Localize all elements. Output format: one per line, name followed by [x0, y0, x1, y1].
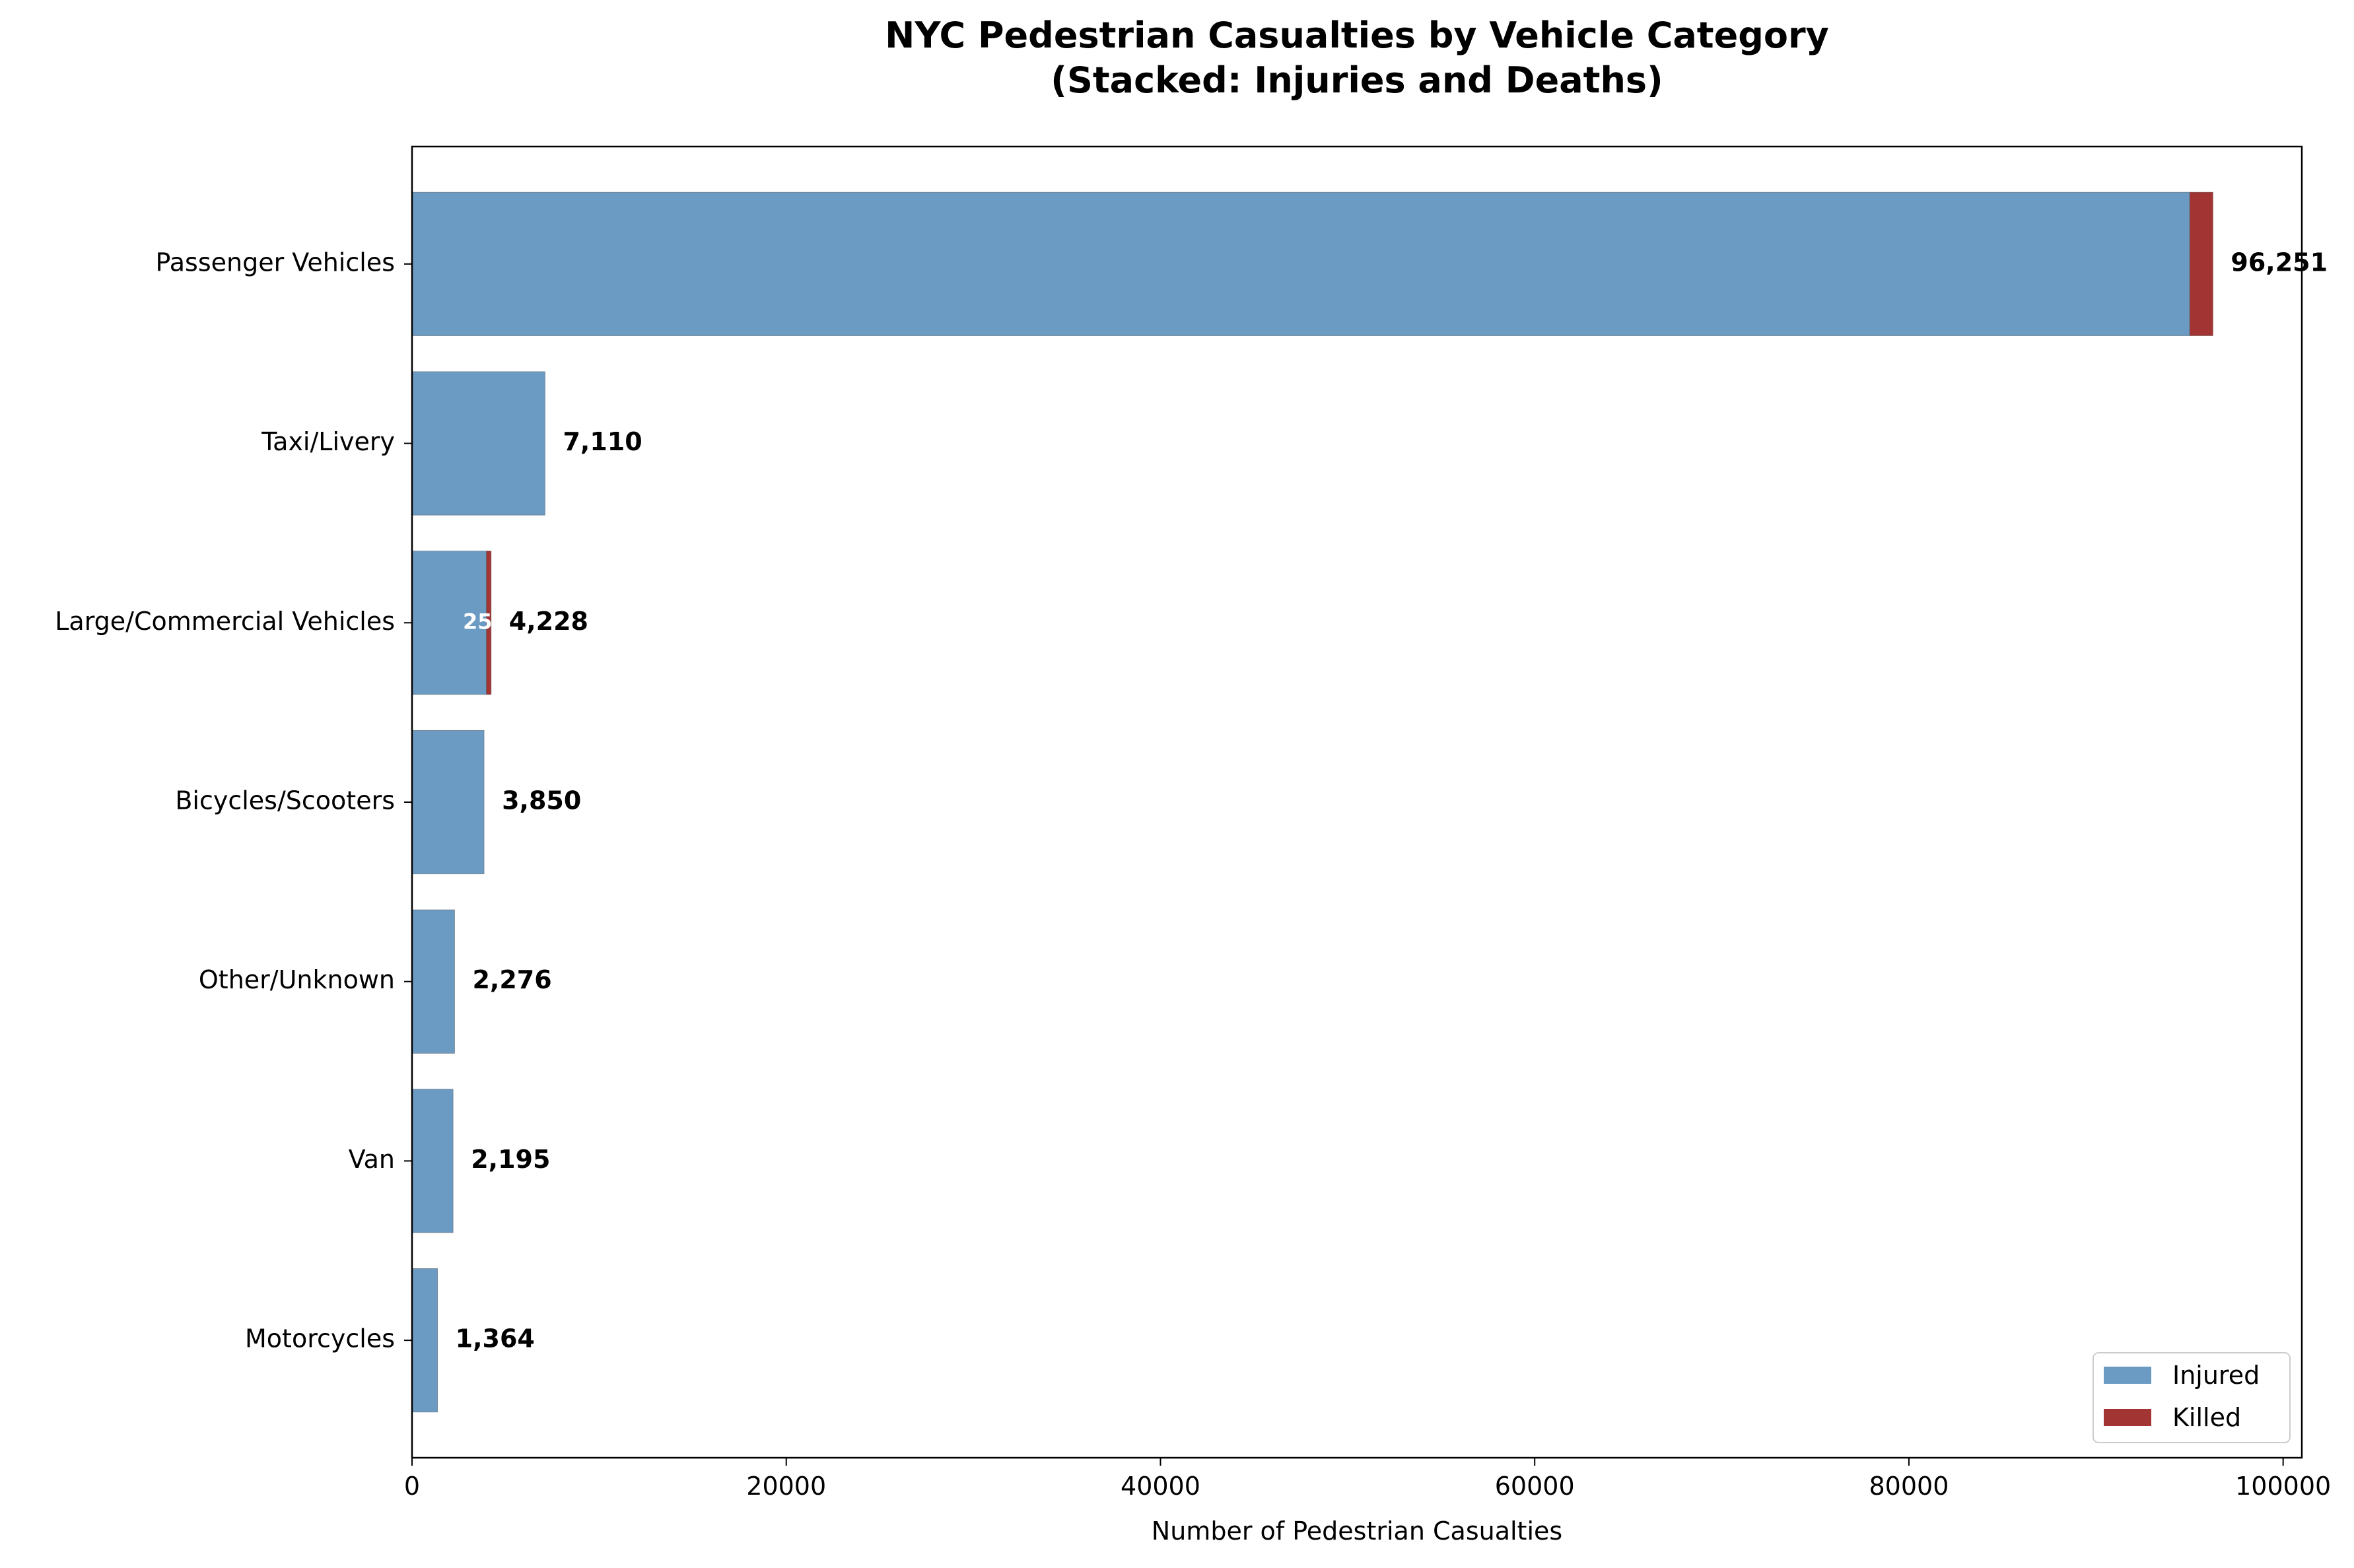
total-label-van: 2,195 — [471, 1145, 550, 1174]
x-axis: 0 20000 40000 60000 80000 100000 — [404, 1458, 2331, 1501]
y-tick-label-taxi-livery: Taxi/Livery — [261, 427, 395, 456]
bar-injured-passenger-vehicles — [411, 191, 2190, 336]
bar-injured-taxi-livery — [411, 371, 545, 516]
y-tick-label-motorcycles: Motorcycles — [245, 1324, 395, 1353]
chart-title: NYC Pedestrian Casualties by Vehicle Cat… — [885, 15, 1829, 56]
total-label-taxi-livery: 7,110 — [563, 427, 642, 456]
y-axis: Passenger Vehicles Taxi/Livery Large/Comme… — [55, 248, 412, 1353]
legend-swatch-injured — [2104, 1367, 2151, 1384]
y-tick-label-other-unknown: Other/Unknown — [199, 965, 395, 994]
chart-subtitle: (Stacked: Injuries and Deaths) — [1051, 59, 1663, 101]
x-tick-label: 40000 — [1121, 1472, 1200, 1501]
total-label-motorcycles: 1,364 — [456, 1324, 535, 1353]
y-tick-label-passenger-vehicles: Passenger Vehicles — [156, 248, 395, 277]
y-tick-label-van: Van — [349, 1145, 395, 1174]
y-tick-label-large-commercial-vehicles: Large/Commercial Vehicles — [55, 607, 395, 636]
bar-injured-van — [411, 1089, 454, 1233]
total-label-other-unknown: 2,276 — [472, 965, 551, 994]
bars-layer — [411, 191, 2213, 1413]
killed-count-label-large-commercial-vehicles: 253 — [463, 609, 507, 634]
legend: Injured Killed — [2093, 1352, 2291, 1443]
total-label-large-commercial-vehicles: 4,228 — [509, 607, 588, 636]
bar-killed-large-commercial-vehicles — [486, 551, 492, 695]
legend-label-injured: Injured — [2172, 1361, 2260, 1390]
bar-injured-large-commercial-vehicles — [411, 551, 487, 695]
x-tick-label: 0 — [404, 1472, 420, 1501]
x-axis-label: Number of Pedestrian Casualties — [1152, 1517, 1562, 1546]
x-tick-label: 80000 — [1869, 1472, 1949, 1501]
total-label-passenger-vehicles: 96,251 — [2231, 248, 2328, 277]
bar-killed-passenger-vehicles — [2189, 191, 2213, 336]
bar-injured-motorcycles — [411, 1268, 438, 1413]
legend-swatch-killed — [2104, 1409, 2151, 1426]
bar-injured-bicycles-scooters — [411, 730, 485, 875]
legend-label-killed: Killed — [2172, 1403, 2241, 1432]
x-tick-label: 20000 — [746, 1472, 826, 1501]
x-tick-label: 100000 — [2235, 1472, 2331, 1501]
bar-injured-other-unknown — [411, 909, 455, 1054]
x-tick-label: 60000 — [1495, 1472, 1575, 1501]
y-tick-label-bicycles-scooters: Bicycles/Scooters — [175, 786, 395, 815]
total-label-bicycles-scooters: 3,850 — [502, 786, 581, 815]
